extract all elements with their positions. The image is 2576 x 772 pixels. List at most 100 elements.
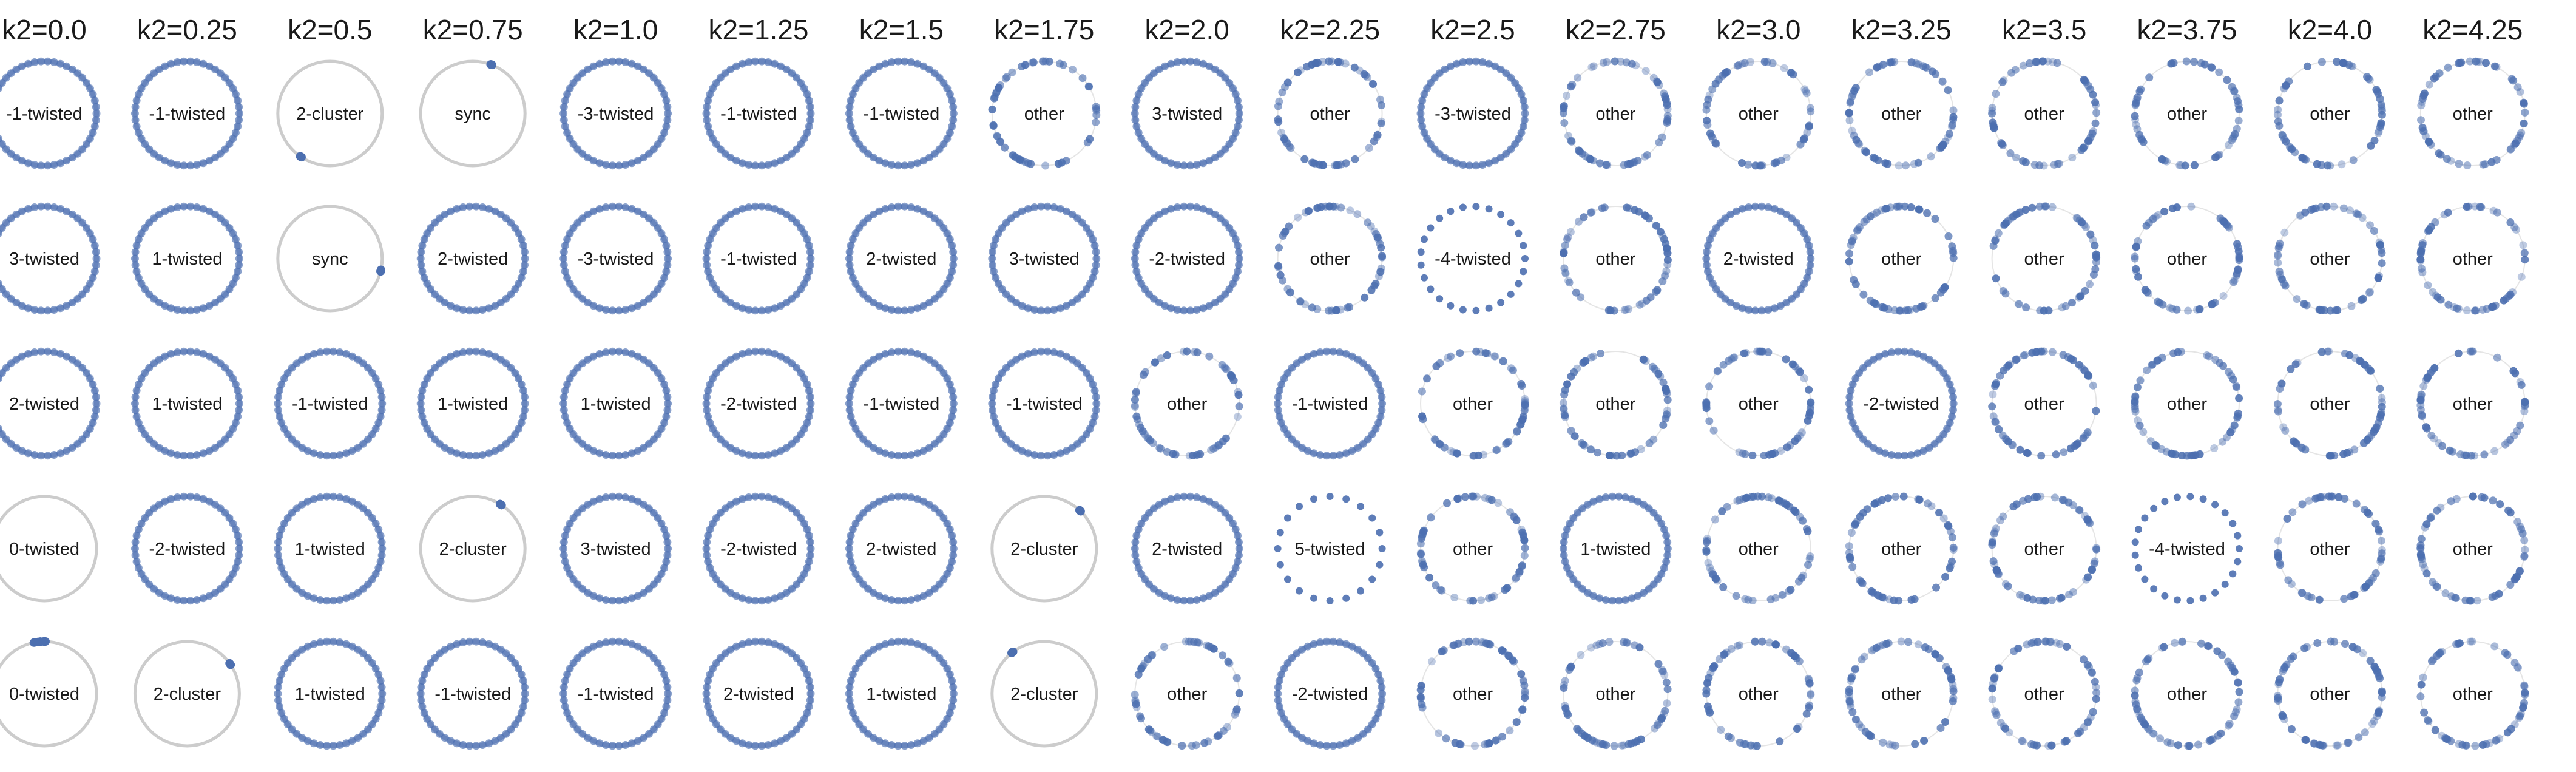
oscillator-point: [1233, 413, 1242, 421]
oscillator-point: [1219, 651, 1227, 660]
oscillator-point: [1180, 597, 1188, 605]
oscillator-point: [376, 702, 385, 711]
oscillator-point: [1640, 500, 1648, 509]
oscillator-point: [1943, 424, 1952, 433]
oscillator-point: [704, 702, 712, 711]
state-label: other: [2167, 685, 2207, 704]
oscillator-point: [2283, 515, 2291, 523]
oscillator-point: [1663, 101, 1671, 109]
oscillator-point: [1800, 85, 1809, 93]
oscillator-point: [1418, 96, 1427, 105]
oscillator-point: [1491, 157, 1499, 165]
oscillator-point: [595, 205, 604, 213]
oscillator-point: [621, 58, 630, 66]
oscillator-point: [1660, 525, 1668, 533]
oscillator-point: [90, 122, 99, 130]
oscillator-point: [2454, 349, 2463, 357]
oscillator-point: [1580, 213, 1588, 222]
oscillator-point: [738, 59, 746, 68]
oscillator-point: [1329, 452, 1337, 460]
oscillator-point: [276, 412, 283, 421]
oscillator-point: [186, 347, 195, 356]
oscillator-point: [2077, 218, 2086, 226]
state-label: other: [2310, 104, 2350, 124]
oscillator-point: [608, 202, 617, 211]
oscillator-point: [2374, 274, 2382, 282]
oscillator-point: [376, 557, 385, 566]
oscillator-point: [1777, 447, 1785, 455]
oscillator-point: [1782, 355, 1790, 364]
oscillator-point: [1998, 78, 2007, 86]
oscillator-point: [229, 569, 237, 578]
state-cell: other: [2416, 347, 2529, 460]
oscillator-point: [521, 254, 529, 263]
oscillator-point: [131, 551, 140, 560]
oscillator-point: [1624, 305, 1633, 313]
oscillator-point: [949, 406, 958, 415]
oscillator-point: [664, 544, 672, 553]
oscillator-point: [1092, 261, 1100, 269]
state-cell: 2-cluster: [276, 59, 384, 168]
oscillator-point: [2047, 741, 2056, 750]
oscillator-point: [1309, 159, 1317, 167]
oscillator-point: [2234, 117, 2243, 125]
oscillator-point: [1180, 202, 1188, 211]
oscillator-point: [881, 205, 890, 213]
oscillator-point: [2419, 382, 2428, 390]
oscillator-point: [777, 157, 785, 165]
oscillator-point: [1134, 235, 1143, 243]
oscillator-point: [1946, 419, 1954, 427]
oscillator-point: [336, 741, 344, 749]
state-label: -1-twisted: [864, 104, 940, 124]
oscillator-point: [2378, 259, 2386, 268]
oscillator-point: [805, 122, 813, 130]
oscillator-point: [2274, 405, 2282, 414]
state-cell: -3-twisted: [1416, 57, 1529, 170]
oscillator-point: [2092, 695, 2100, 703]
oscillator-point: [1873, 208, 1881, 217]
oscillator-point: [1989, 242, 1998, 250]
oscillator-point: [627, 739, 636, 748]
oscillator-point: [186, 452, 195, 460]
oscillator-point: [1416, 540, 1425, 548]
state-cell: 3-twisted: [559, 492, 672, 605]
oscillator-point: [1371, 424, 1380, 433]
oscillator-point: [1587, 445, 1595, 454]
oscillator-point: [1285, 222, 1293, 231]
oscillator-point: [1205, 592, 1214, 600]
oscillator-point: [2519, 704, 2527, 713]
oscillator-point: [2215, 68, 2223, 76]
oscillator-point: [1662, 385, 1670, 393]
oscillator-point: [496, 210, 505, 218]
oscillator-point: [137, 374, 146, 383]
oscillator-point: [2505, 292, 2513, 300]
oscillator-point: [2207, 63, 2216, 72]
oscillator-point: [472, 637, 481, 646]
oscillator-point: [1706, 563, 1714, 572]
state-cell: -2-twisted: [130, 492, 243, 605]
oscillator-point: [1560, 538, 1568, 546]
oscillator-point: [2137, 134, 2145, 143]
oscillator-point: [561, 412, 569, 421]
oscillator-point: [706, 90, 714, 98]
oscillator-point: [559, 538, 568, 546]
oscillator-point: [894, 306, 902, 315]
oscillator-point: [1274, 262, 1282, 270]
oscillator-point: [376, 677, 385, 685]
oscillator-point: [1370, 137, 1378, 146]
oscillator-point: [1222, 365, 1231, 374]
oscillator-point: [738, 594, 746, 603]
oscillator-point: [806, 399, 815, 408]
oscillator-point: [706, 274, 714, 282]
oscillator-point: [2273, 400, 2282, 408]
state-label: 2-cluster: [154, 685, 221, 704]
oscillator-point: [869, 734, 877, 742]
oscillator-point: [336, 493, 344, 501]
oscillator-point: [1992, 524, 2000, 533]
oscillator-point: [566, 84, 574, 93]
oscillator-point: [894, 347, 902, 356]
oscillator-point: [559, 689, 568, 698]
oscillator-point: [1186, 202, 1195, 211]
oscillator-point: [336, 638, 344, 646]
oscillator-point: [706, 670, 714, 679]
